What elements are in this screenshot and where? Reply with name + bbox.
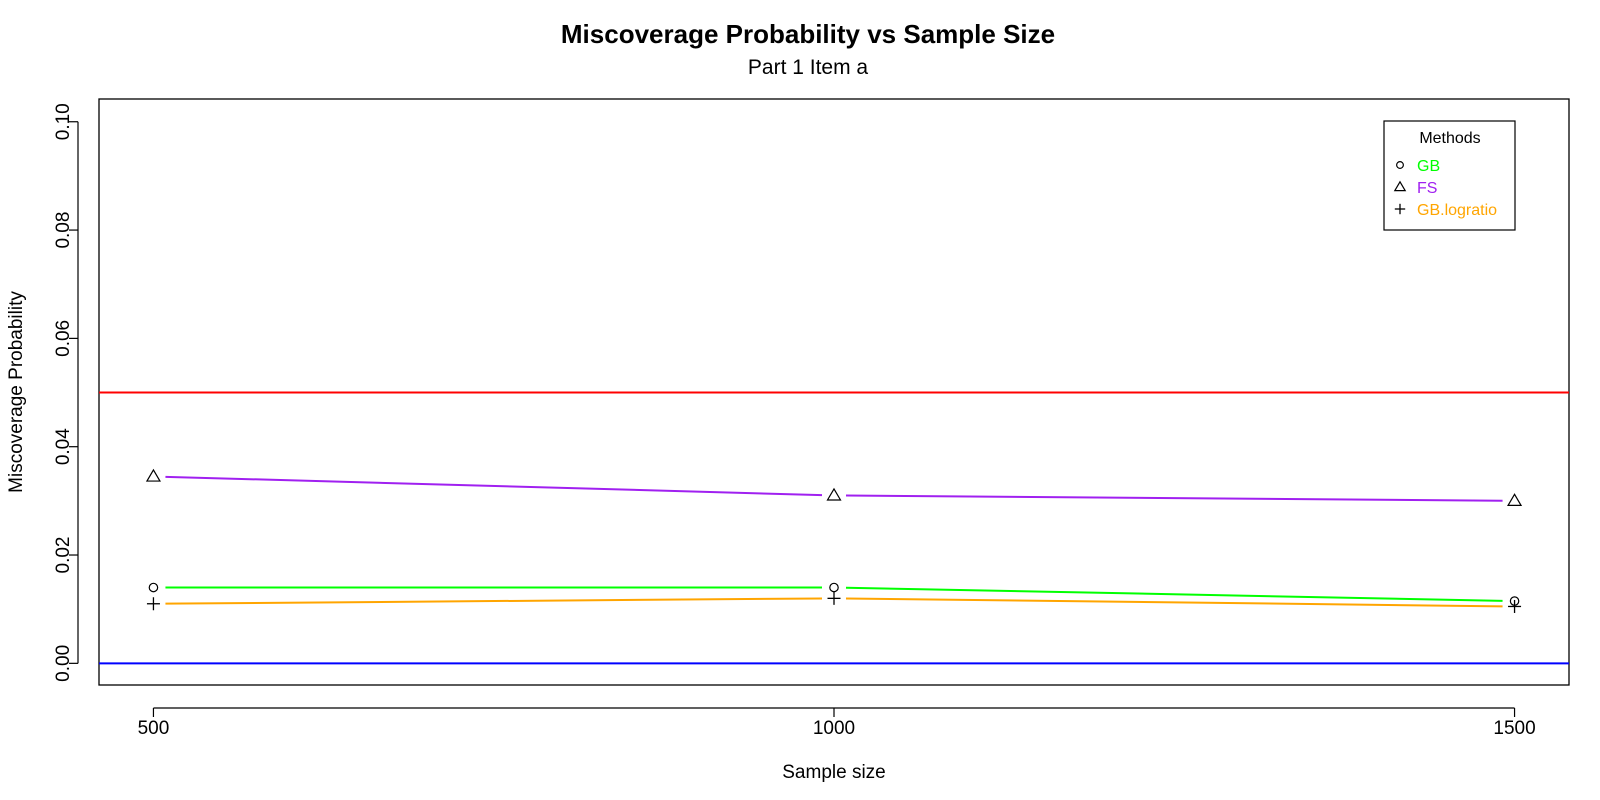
x-axis-label: Sample size	[782, 762, 886, 783]
series-line-gb-logratio-segment-1	[845, 597, 1503, 608]
y-axis: 0.00 0.02 0.04 0.06 0.08 0.10	[53, 103, 79, 682]
legend-items: GB FS GB.logratio	[1393, 158, 1497, 219]
data-point-fs-0	[145, 468, 161, 482]
y-tick-label-0: 0.00	[53, 645, 74, 682]
y-tick-label-5: 0.10	[53, 103, 74, 140]
chart-subtitle: Part 1 Item a	[748, 56, 869, 79]
legend-box	[1383, 120, 1516, 231]
data-point-gb-0	[148, 582, 159, 593]
data-point-gb-logratio-1	[827, 591, 841, 605]
series-line-gb-segment-1	[845, 586, 1503, 602]
legend: Methods GB FS GB.logratio	[1383, 120, 1516, 231]
series-line-fs-segment-0	[165, 475, 823, 497]
legend-label-fs: FS	[1417, 180, 1437, 197]
data-point-gb-1	[829, 582, 839, 593]
x-tick-label-0: 500	[138, 718, 170, 739]
x-tick-label-1: 1000	[813, 718, 855, 739]
legend-label-gb-logratio: GB.logratio	[1417, 202, 1497, 219]
data-point-gb-logratio-0	[146, 597, 160, 611]
series-lines	[165, 475, 1503, 608]
legend-title: Methods	[1419, 130, 1480, 147]
legend-marker-gb-logratio	[1394, 203, 1406, 215]
y-tick-label-1: 0.02	[53, 537, 74, 574]
x-tick-label-2: 1500	[1493, 718, 1535, 739]
data-point-fs-1	[826, 487, 842, 501]
y-axis-label: Miscoverage Probability	[6, 291, 27, 493]
legend-marker-gb	[1396, 161, 1404, 169]
reference-lines	[99, 391, 1569, 665]
legend-label-gb: GB	[1417, 158, 1440, 175]
y-tick-label-4: 0.08	[53, 212, 74, 249]
series-line-fs-segment-1	[845, 494, 1503, 502]
chart-title: Miscoverage Probability vs Sample Size	[561, 19, 1055, 49]
y-tick-label-2: 0.04	[53, 428, 74, 465]
data-point-gb-logratio-2	[1508, 599, 1522, 613]
x-axis: 500 1000 1500	[138, 707, 1536, 739]
y-tick-label-3: 0.06	[53, 320, 74, 357]
series-line-gb-logratio-segment-0	[165, 597, 823, 605]
data-point-fs-2	[1507, 493, 1523, 507]
series-points	[145, 468, 1523, 613]
legend-marker-fs	[1393, 180, 1407, 192]
